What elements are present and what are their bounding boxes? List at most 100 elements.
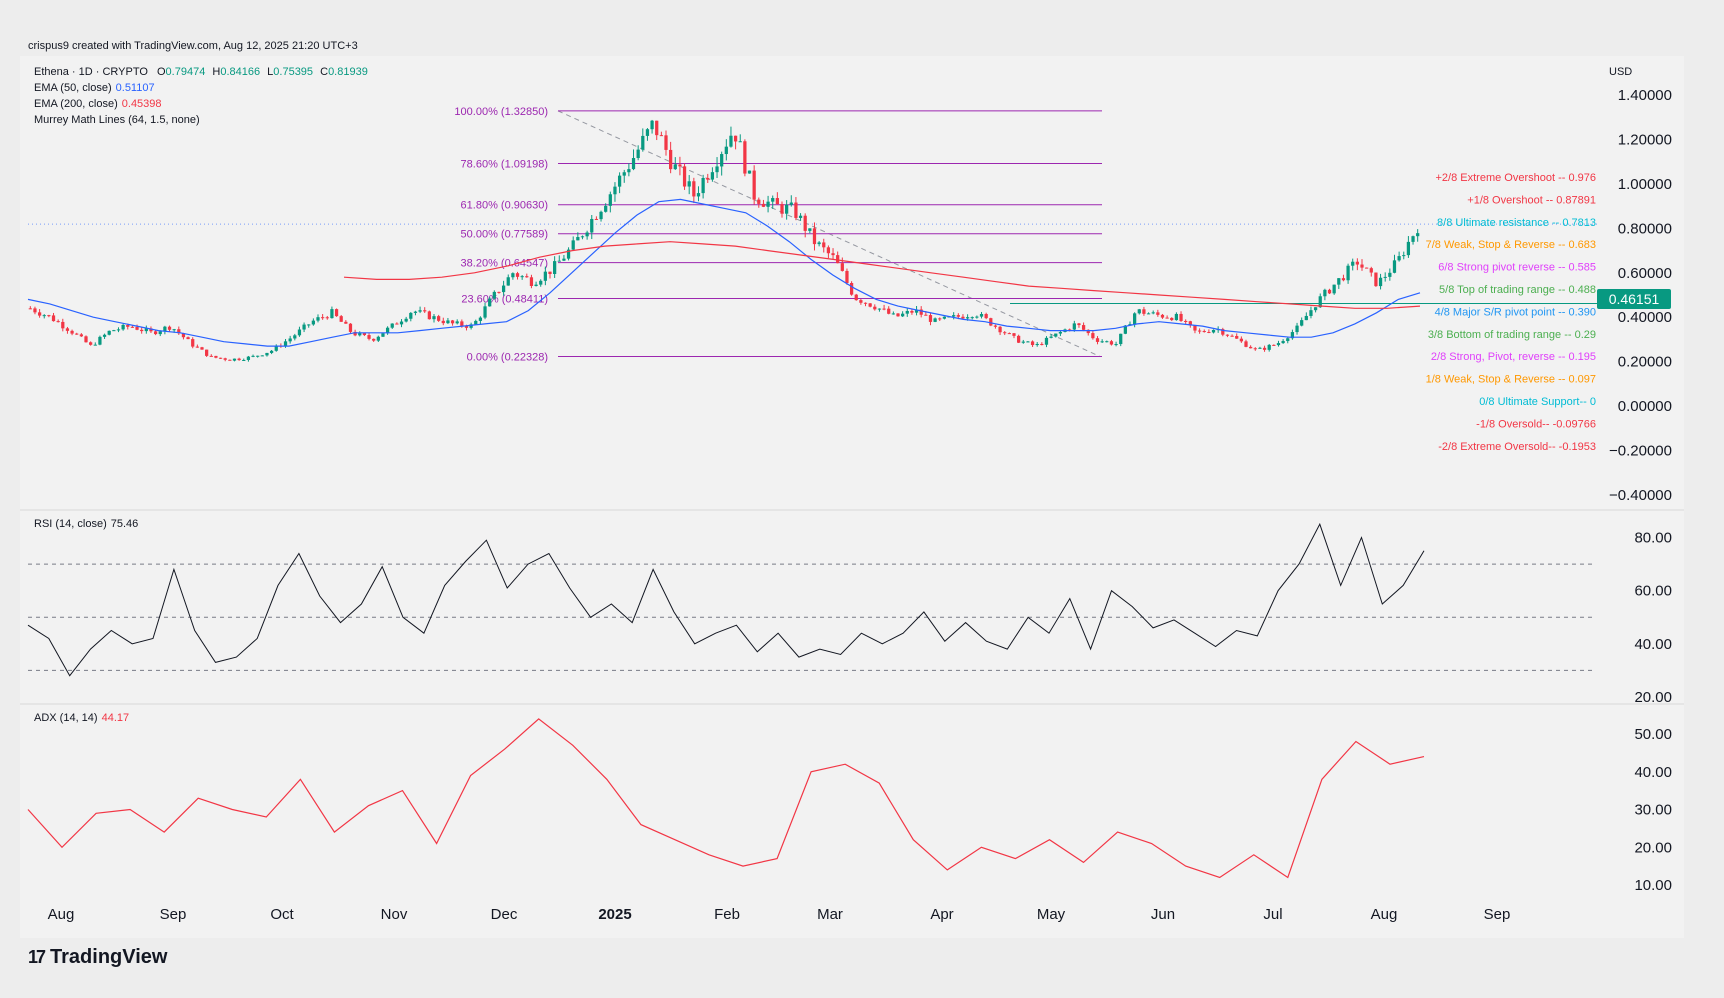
candle-body	[887, 308, 891, 314]
candle-body	[1416, 233, 1420, 237]
candle-body	[1323, 289, 1327, 297]
candle-body	[655, 120, 659, 136]
ohlc-low: 0.75395	[273, 66, 314, 78]
candle-body	[701, 177, 705, 194]
candle-body	[191, 339, 195, 347]
candle-body	[195, 346, 199, 348]
candle-body	[1184, 320, 1188, 322]
time-axis-label: Jul	[1263, 906, 1282, 923]
ema200-label: EMA (200, close)	[34, 98, 118, 110]
candle-body	[812, 228, 817, 245]
candle-body	[961, 316, 965, 319]
candle-body	[381, 333, 385, 337]
candle-body	[1197, 330, 1202, 332]
candle-body	[75, 333, 79, 335]
candle-body	[1406, 241, 1411, 256]
ema200-series-line	[343, 241, 1421, 309]
candle-body	[826, 247, 831, 254]
candle-body	[209, 355, 213, 357]
tradingview-logo[interactable]: 17 TradingView	[28, 946, 167, 969]
candle-body	[1351, 261, 1355, 266]
candle-body	[706, 177, 710, 180]
candle-body	[1374, 272, 1378, 287]
murrey-level-label: 3/8 Bottom of trading range -- 0.29	[1428, 329, 1596, 341]
candle-body	[780, 204, 784, 214]
candle-body	[121, 324, 125, 330]
candle-body	[112, 330, 116, 332]
candle-body	[771, 198, 775, 202]
ema50-value: 0.51107	[115, 82, 155, 94]
murrey-level-label: 7/8 Weak, Stop & Reverse -- 0.683	[1426, 239, 1596, 251]
ema200-legend[interactable]: EMA (200, close) 0.45398	[34, 96, 368, 112]
candle-body	[822, 242, 826, 248]
time-axis-label: Dec	[491, 906, 518, 923]
candle-body	[673, 164, 677, 170]
candle-body	[61, 321, 65, 329]
rsi-label: RSI (14, close)	[34, 518, 107, 530]
candle-body	[1290, 332, 1295, 339]
candle-body	[1221, 329, 1225, 335]
adx-label: ADX (14, 14)	[34, 712, 98, 724]
candle-body	[1179, 313, 1183, 321]
candle-body	[548, 271, 552, 274]
chart-frame[interactable]	[20, 56, 1684, 938]
candle-body	[1300, 320, 1304, 326]
candle-body	[692, 181, 696, 197]
candle-body	[831, 253, 835, 256]
time-axis-label: May	[1037, 906, 1066, 923]
rsi-axis-label: 40.00	[1634, 636, 1672, 653]
candle-body	[1054, 333, 1058, 337]
candle-body	[1365, 267, 1369, 269]
candle-body	[580, 236, 585, 238]
candle-body	[590, 218, 594, 233]
candle-body	[873, 306, 877, 310]
candle-body	[622, 172, 626, 176]
candle-body	[631, 158, 636, 170]
rsi-legend[interactable]: RSI (14, close) 75.46	[34, 516, 138, 532]
fib-level-label: 61.80% (0.90630)	[461, 200, 548, 212]
candle-body	[715, 166, 719, 173]
price-axis-label: 0.00000	[1618, 398, 1672, 415]
candle-body	[1017, 335, 1021, 343]
candle-body	[942, 316, 947, 319]
candle-body	[645, 129, 650, 136]
candle-body	[989, 318, 993, 326]
murrey-legend[interactable]: Murrey Math Lines (64, 1.5, none)	[34, 114, 200, 126]
candle-body	[172, 329, 176, 331]
candle-body	[594, 218, 599, 220]
candle-body	[492, 291, 496, 299]
candle-body	[265, 352, 269, 356]
tradingview-logo-icon: 17	[28, 947, 46, 967]
price-axis-label: 0.20000	[1618, 354, 1672, 371]
candle-body	[1276, 343, 1281, 346]
candle-body	[1035, 343, 1039, 346]
main-legend: Ethena · 1D · CRYPTO O0.79474 H0.84166 L…	[34, 64, 368, 128]
candle-body	[464, 325, 469, 328]
candle-body	[1049, 336, 1053, 338]
symbol-title[interactable]: Ethena · 1D · CRYPTO	[34, 66, 148, 78]
candle-body	[497, 291, 501, 293]
price-axis-label: 1.00000	[1618, 176, 1672, 193]
candle-body	[116, 329, 121, 331]
candle-body	[682, 166, 687, 187]
ema50-legend[interactable]: EMA (50, close) 0.51107	[34, 80, 368, 96]
candle-body	[1230, 335, 1234, 337]
candle-body	[256, 355, 260, 357]
candle-body	[1383, 276, 1387, 278]
candle-body	[520, 276, 524, 278]
candle-body	[98, 336, 102, 345]
candle-body	[1211, 329, 1216, 333]
candle-body	[664, 135, 668, 150]
candle-body	[803, 215, 807, 231]
murrey-level-label: 5/8 Top of trading range -- 0.488	[1439, 284, 1596, 296]
candle-body	[543, 271, 547, 281]
murrey-level-label: +2/8 Extreme Overshoot -- 0.976	[1436, 172, 1597, 184]
candle-body	[1100, 341, 1104, 343]
price-axis-label: 0.40000	[1618, 309, 1672, 326]
candle-body	[1392, 260, 1397, 273]
candle-body	[437, 316, 441, 321]
adx-legend[interactable]: ADX (14, 14) 44.17	[34, 710, 129, 726]
candle-body	[1249, 346, 1253, 349]
candle-body	[441, 320, 445, 324]
